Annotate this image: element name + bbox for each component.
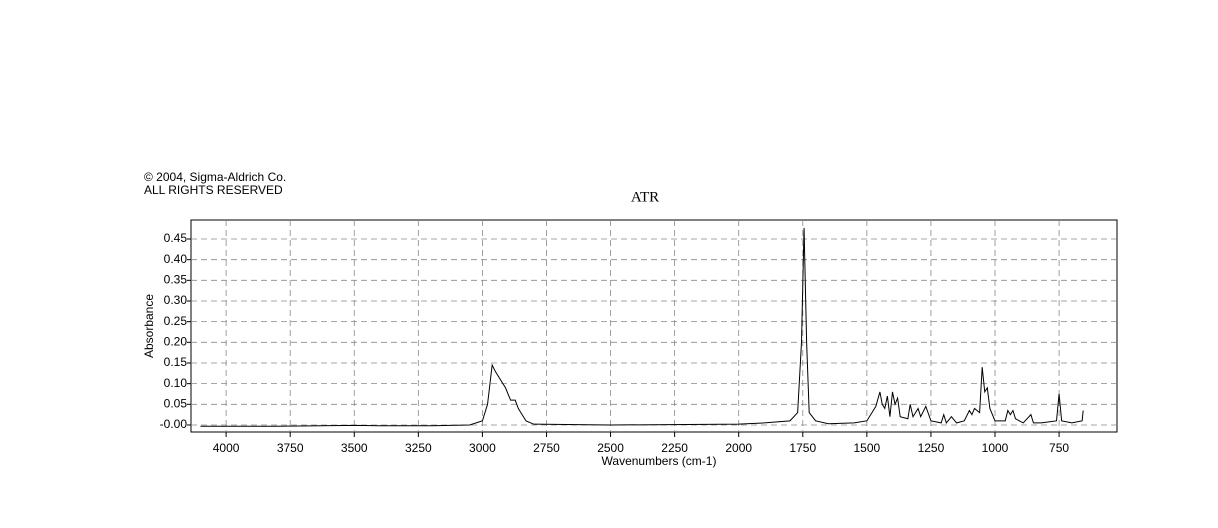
y-tick-label: 0.35: [164, 273, 188, 287]
x-tick-label: 2500: [597, 441, 624, 455]
copyright: © 2004, Sigma-Aldrich Co.: [144, 170, 286, 184]
x-tick-label: 3000: [469, 441, 496, 455]
y-tick-label: 0.10: [164, 376, 188, 390]
x-tick-label: 3250: [405, 441, 432, 455]
x-axis-label: Wavenumbers (cm-1): [602, 454, 717, 468]
x-tick-label: 1000: [982, 441, 1009, 455]
plot-frame: [190, 219, 1118, 433]
chart-title: ATR: [631, 189, 659, 205]
x-tick-label: 2750: [533, 441, 560, 455]
x-tick-label: 2000: [725, 441, 752, 455]
y-tick-label: 0.05: [164, 396, 188, 410]
y-tick-label: 0.25: [164, 314, 188, 328]
x-tick-label: 3750: [277, 441, 304, 455]
x-tick-label: 1500: [854, 441, 881, 455]
y-tick-label: 0.30: [164, 293, 188, 307]
x-tick-label: 3500: [341, 441, 368, 455]
x-tick-label: 750: [1049, 441, 1069, 455]
x-tick-label: 1250: [918, 441, 945, 455]
rights: ALL RIGHTS RESERVED: [144, 183, 283, 197]
x-tick-label: 1750: [789, 441, 816, 455]
y-axis-label: Absorbance: [142, 294, 156, 358]
x-tick-label: 4000: [213, 441, 240, 455]
y-tick-label: 0.20: [164, 334, 188, 348]
y-tick-label: -0.00: [160, 417, 188, 431]
spectrum-line: [200, 227, 1084, 427]
x-tick-label: 2250: [661, 441, 688, 455]
y-tick-label: 0.15: [164, 355, 188, 369]
y-tick-label: 0.45: [164, 231, 188, 245]
y-tick-label: 0.40: [164, 252, 188, 266]
